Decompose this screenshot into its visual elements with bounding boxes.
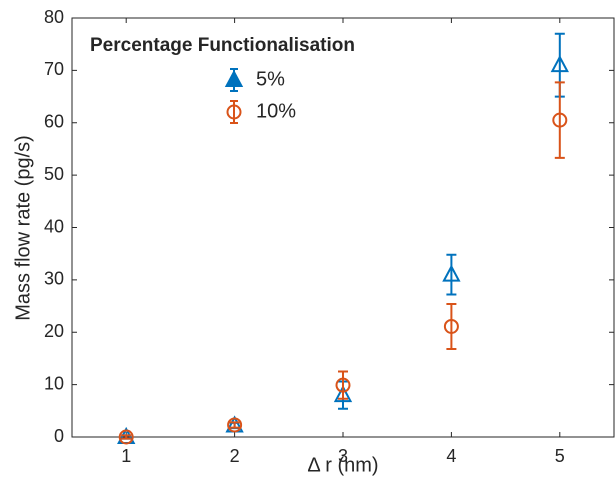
x-tick-label: 4 [446, 446, 456, 466]
legend-error-icon [230, 100, 238, 124]
error-bar [338, 370, 348, 400]
legend-title: Percentage Functionalisation [90, 35, 355, 56]
x-axis-label: Δ r (nm) [307, 454, 378, 476]
y-tick-label: 70 [44, 59, 64, 79]
x-tick-label: 1 [121, 446, 131, 466]
y-tick-label: 80 [44, 7, 64, 27]
x-tick-label: 3 [338, 446, 348, 466]
error-bar [229, 421, 240, 429]
data-point [443, 318, 459, 334]
data-point [335, 377, 351, 393]
x-tick-label: 2 [230, 446, 240, 466]
legend-label: 10% [256, 100, 296, 122]
y-tick-label: 60 [44, 112, 64, 132]
y-tick-label: 10 [44, 373, 64, 393]
data-point [333, 384, 353, 403]
data-point [442, 264, 461, 282]
data-point [118, 429, 134, 445]
data-point [550, 55, 569, 73]
y-tick-label: 50 [44, 164, 64, 184]
y-axis-label: Mass flow rate (pg/s) [12, 135, 34, 321]
error-bar [446, 302, 457, 351]
legend-marker [224, 69, 244, 87]
error-bar [121, 434, 132, 440]
data-point [552, 112, 568, 128]
data-point [227, 417, 243, 433]
y-tick-label: 30 [44, 269, 64, 289]
y-tick-label: 0 [54, 426, 64, 446]
x-tick-label: 5 [555, 446, 565, 466]
y-tick-label: 20 [44, 321, 64, 341]
error-bar [446, 253, 457, 296]
error-bar [554, 81, 565, 159]
legend-marker [226, 104, 242, 120]
legend-label: 5% [256, 68, 285, 90]
y-tick-label: 40 [44, 216, 64, 236]
